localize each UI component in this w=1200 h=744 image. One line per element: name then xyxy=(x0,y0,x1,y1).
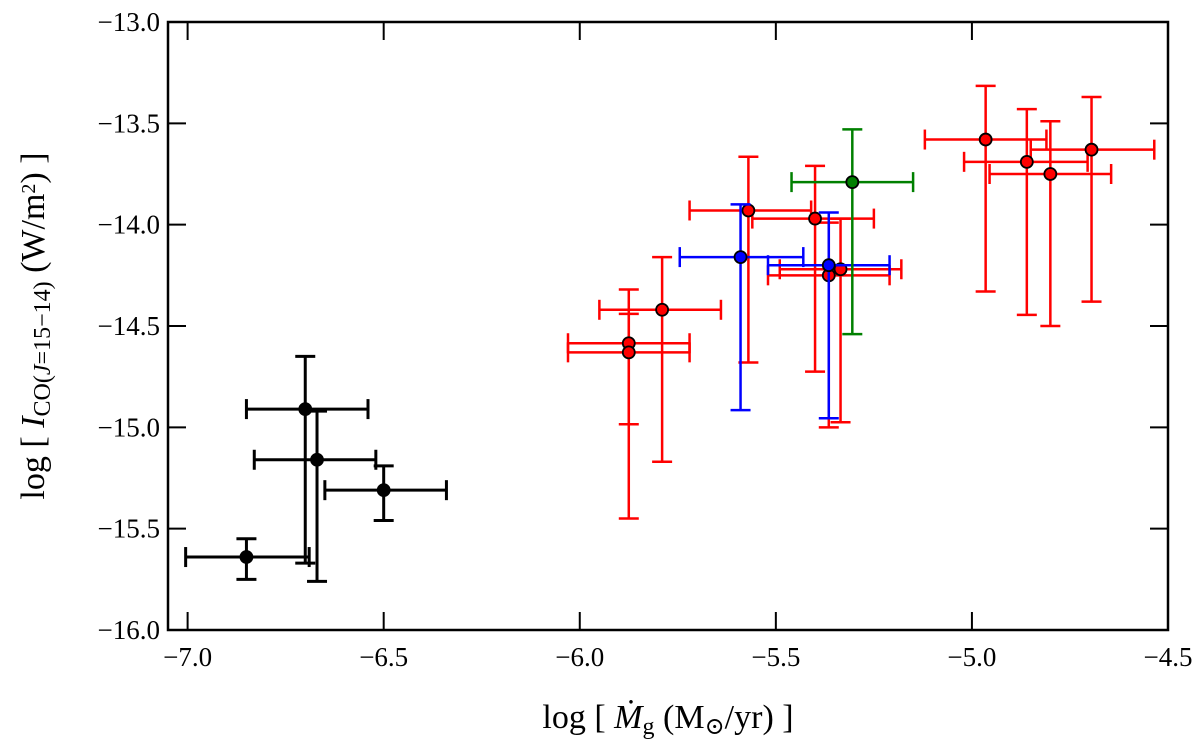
data-point xyxy=(1084,142,1099,157)
data-point xyxy=(808,211,822,226)
data-point xyxy=(741,203,756,218)
data-layer xyxy=(184,84,1156,583)
x-tick-label: −7.0 xyxy=(163,642,212,672)
data-point xyxy=(1043,167,1058,181)
data-point xyxy=(239,550,254,564)
data-point xyxy=(298,402,313,416)
x-tick-label: −6.0 xyxy=(555,642,604,672)
axis-ticks: −7.0 −6.5 −6.0 −5.5 −5.0 −4.5 −16.0 −15.5 −15.0 −… xyxy=(98,7,1193,672)
x-axis-label: log [ Ṁg (M⊙/yr) ] xyxy=(542,699,793,740)
y-tick-label: −13.0 xyxy=(98,7,160,37)
error-bar xyxy=(766,211,891,420)
data-point xyxy=(376,483,391,498)
error-bar xyxy=(688,155,813,364)
x-tick-label: −5.5 xyxy=(751,642,800,672)
y-tick-label: −15.5 xyxy=(98,514,160,544)
x-tick-label: −4.5 xyxy=(1144,642,1193,672)
y-tick-label: −14.5 xyxy=(98,311,160,341)
data-point xyxy=(621,345,636,360)
y-axis-label: log [ ICO(J=15−14) (W/m2) ] xyxy=(15,152,56,499)
data-point xyxy=(655,302,670,317)
error-bar xyxy=(598,255,723,464)
data-point xyxy=(1019,154,1034,169)
y-tick-label: −15.0 xyxy=(98,412,160,442)
error-bar xyxy=(790,128,915,336)
data-point xyxy=(310,452,324,467)
error-bar xyxy=(923,84,1048,293)
series xyxy=(566,84,1156,520)
data-point xyxy=(845,175,860,190)
data-point xyxy=(821,258,836,273)
series xyxy=(790,128,915,336)
x-tick-label: −5.0 xyxy=(947,642,996,672)
series xyxy=(184,354,448,583)
error-bar xyxy=(778,217,903,424)
data-point xyxy=(733,250,748,264)
series xyxy=(678,203,891,420)
y-tick-label: −16.0 xyxy=(98,615,160,645)
y-tick-label: −13.5 xyxy=(98,108,160,138)
error-bar xyxy=(678,203,805,412)
x-tick-label: −6.5 xyxy=(359,642,408,672)
data-point xyxy=(978,132,993,147)
y-tick-label: −14.0 xyxy=(98,210,160,240)
